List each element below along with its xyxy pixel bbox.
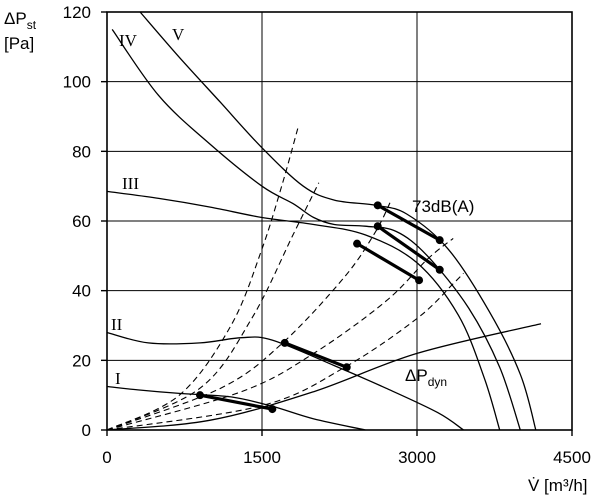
- x-tick-label: 4500: [553, 448, 591, 467]
- system-curve-dashed-4: [106, 237, 454, 431]
- dynamic-pressure-label: ΔPdyn: [405, 366, 447, 389]
- y-tick-label: 60: [72, 212, 91, 231]
- operating-point-1-1: [196, 391, 204, 400]
- operating-segment-1: [198, 393, 274, 411]
- operating-point-4-2: [435, 265, 444, 274]
- curves: [106, 11, 542, 431]
- operating-point-5-2: [435, 236, 444, 245]
- grid: [107, 12, 572, 430]
- ticks: 0 1500 3000 4500 0 20 40 60 80 100 120: [63, 3, 591, 467]
- operating-point-2-2: [342, 363, 351, 372]
- y-tick-label: 100: [63, 73, 91, 92]
- x-tick-label: 0: [102, 448, 111, 467]
- system-curve-dashed-2: [106, 182, 320, 431]
- operating-segment-5: [376, 203, 442, 242]
- series-line-v: [139, 11, 537, 431]
- system-curve-dashed-3: [106, 199, 392, 431]
- series-line-i: [106, 385, 366, 431]
- operating-point-3-1: [353, 239, 362, 248]
- curve-label-I: I: [115, 369, 121, 388]
- y-tick-label: 20: [72, 351, 91, 370]
- y-tick-label: 0: [82, 421, 91, 440]
- operating-point-2-1: [280, 338, 289, 347]
- series-line-iii: [106, 190, 501, 431]
- system-curve-dashed-5: [106, 272, 464, 431]
- y-tick-label: 120: [63, 3, 91, 22]
- operating-point-3-2: [415, 276, 424, 285]
- operating-point-4-1: [373, 222, 382, 231]
- y-axis-unit: [Pa]: [4, 34, 34, 53]
- system-curve-dashed-1: [106, 126, 299, 431]
- series-line-iv: [111, 29, 521, 431]
- curve-label-IV: IV: [119, 31, 138, 50]
- operating-segment-4: [376, 224, 442, 272]
- operating-segment-2: [283, 341, 349, 369]
- x-tick-label: 3000: [398, 448, 436, 467]
- x-axis-label: V̇ [m³/h]: [528, 476, 588, 495]
- curve-label-II: II: [111, 315, 123, 334]
- curve-label-V: V: [172, 25, 185, 44]
- x-tick-label: 1500: [243, 448, 281, 467]
- y-axis-label: ΔPst: [4, 9, 37, 32]
- operating-point-5-1: [373, 201, 382, 210]
- series-line-dynamic-pressure: [106, 323, 542, 431]
- operating-point-1-2: [268, 405, 277, 414]
- operating-segment-3: [355, 242, 421, 282]
- series-line-ii: [106, 331, 464, 431]
- noise-level-label: 73dB(A): [412, 197, 474, 216]
- curve-label-III: III: [122, 174, 139, 193]
- y-tick-label: 40: [72, 282, 91, 301]
- y-tick-label: 80: [72, 142, 91, 161]
